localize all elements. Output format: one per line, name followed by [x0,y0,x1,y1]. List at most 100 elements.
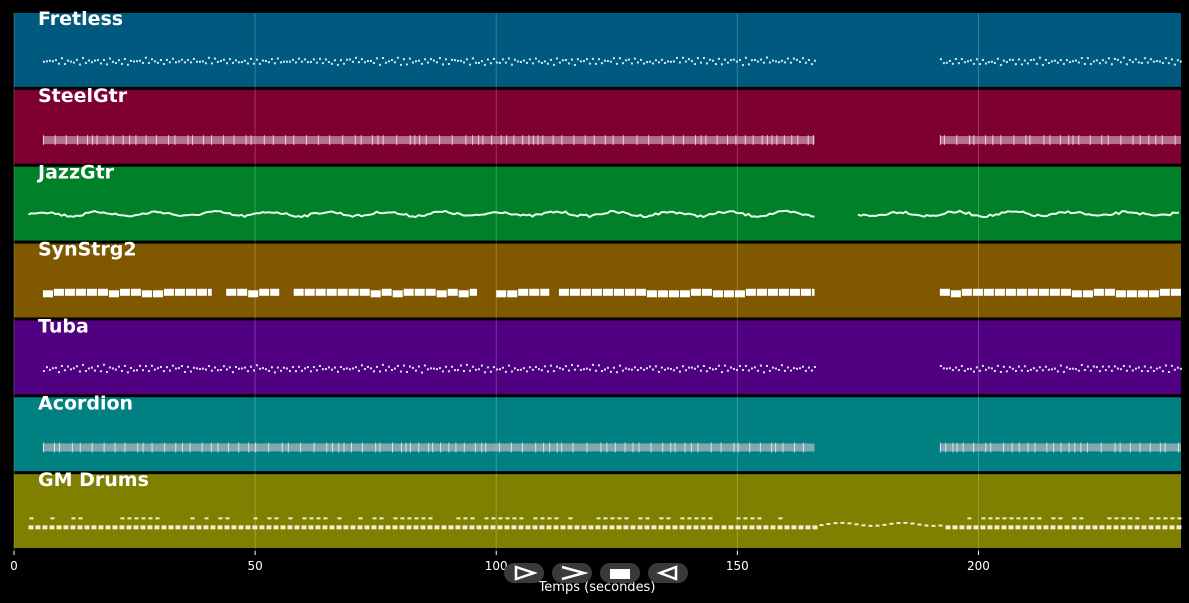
note-mark [312,58,315,61]
note-mark [1095,59,1098,62]
note-mark [291,366,294,369]
note-mark [413,525,419,530]
note-mark [175,525,181,530]
note-mark [321,62,324,65]
note-mark [51,367,54,370]
note-mark [129,59,132,62]
note-mark [956,442,958,453]
note-mark [1139,135,1141,146]
note-mark [813,59,816,62]
note-mark [213,57,216,60]
note-mark [204,62,207,65]
forward-button[interactable] [552,563,592,583]
track-notes [42,363,1182,374]
note-mark [957,369,960,372]
note-mark [112,135,114,146]
note-mark [1092,525,1098,530]
note-mark [222,365,225,368]
note-mark [219,59,222,62]
note-mark [91,442,93,453]
note-mark [469,525,475,530]
note-mark [359,288,370,296]
note-mark [1051,517,1056,520]
note-mark [1034,442,1036,453]
note-mark [750,59,753,62]
note-mark [661,135,663,146]
note-mark [951,369,954,372]
note-mark [360,135,362,146]
note-mark [1057,525,1063,530]
note-mark [693,367,696,370]
note-mark [701,517,706,520]
note-mark [177,367,180,370]
note-mark [42,136,815,145]
note-mark [576,364,579,367]
note-mark [1058,517,1063,520]
note-mark [385,525,391,530]
note-mark [564,365,567,368]
note-mark [258,367,261,370]
note-mark [204,368,207,371]
note-mark [714,367,717,370]
note-mark [1023,59,1026,62]
note-mark [392,525,398,530]
note-mark [613,288,624,296]
stop-button[interactable] [600,563,640,583]
note-mark [1149,58,1152,61]
note-mark [516,60,519,63]
note-mark [372,517,377,520]
note-mark [270,58,273,61]
note-mark [1141,525,1147,530]
note-mark [350,442,352,453]
note-mark [86,288,97,296]
note-mark [301,525,307,530]
note-mark [857,209,1179,219]
note-mark [535,442,537,453]
note-mark [945,442,947,453]
note-mark [72,61,75,64]
note-mark [375,442,377,453]
note-mark [423,364,426,367]
note-mark [1049,288,1060,296]
play-button[interactable] [504,563,544,583]
note-mark [324,58,327,61]
note-mark [108,290,119,298]
note-mark [151,442,153,453]
note-mark [507,290,518,298]
note-mark [668,290,679,298]
note-mark [486,366,489,369]
note-mark [482,135,484,146]
note-mark [875,524,880,527]
note-mark [972,288,983,296]
note-mark [246,370,249,373]
note-mark [591,363,594,366]
note-mark [966,368,969,371]
note-mark [519,517,524,520]
note-mark [133,525,139,530]
note-mark [300,60,303,63]
note-mark [315,288,326,296]
note-mark [1068,367,1071,370]
note-mark [985,442,987,453]
rewind-button[interactable] [648,563,688,583]
note-mark [795,58,798,61]
note-mark [1080,57,1083,60]
x-axis-title: Temps (secondes) [538,580,656,595]
note-mark [439,135,441,146]
note-mark [129,366,132,369]
note-mark [1080,363,1083,366]
note-mark [447,370,450,373]
note-mark [438,57,441,60]
note-mark [293,288,304,296]
note-mark [609,525,615,530]
note-mark [522,367,525,370]
note-mark [150,58,153,61]
note-mark [669,60,672,63]
note-mark [288,370,291,373]
note-mark [506,135,508,146]
note-mark [570,363,573,366]
note-mark [411,366,414,369]
note-mark [507,364,510,367]
note-mark [573,63,576,66]
track-label: JazzGtr [36,162,115,184]
